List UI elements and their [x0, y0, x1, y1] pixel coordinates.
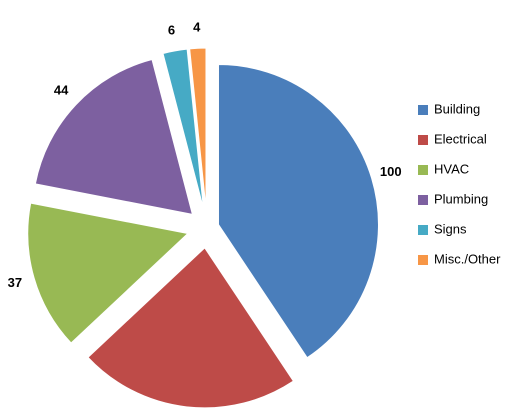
legend-label: Misc./Other — [434, 251, 501, 266]
legend-label: HVAC — [434, 161, 469, 176]
legend-swatch — [418, 105, 428, 115]
pie-slice — [189, 47, 207, 209]
legend-label: Building — [434, 101, 480, 116]
data-label: 37 — [8, 275, 22, 290]
pie-slice — [87, 247, 295, 409]
legend-swatch — [418, 195, 428, 205]
legend-swatch — [418, 135, 428, 145]
data-label: 44 — [54, 83, 69, 98]
legend-swatch — [418, 225, 428, 235]
data-label: 100 — [380, 164, 402, 179]
pie-slice — [27, 202, 189, 344]
pie-slice — [34, 58, 194, 215]
legend-label: Plumbing — [434, 191, 488, 206]
pie-slice — [217, 64, 379, 359]
data-label: 6 — [168, 23, 175, 38]
pie-slice — [162, 48, 204, 209]
legend-swatch — [418, 165, 428, 175]
data-label: 4 — [193, 20, 201, 35]
legend-swatch — [418, 255, 428, 265]
legend-label: Signs — [434, 221, 467, 236]
legend-label: Electrical — [434, 131, 487, 146]
